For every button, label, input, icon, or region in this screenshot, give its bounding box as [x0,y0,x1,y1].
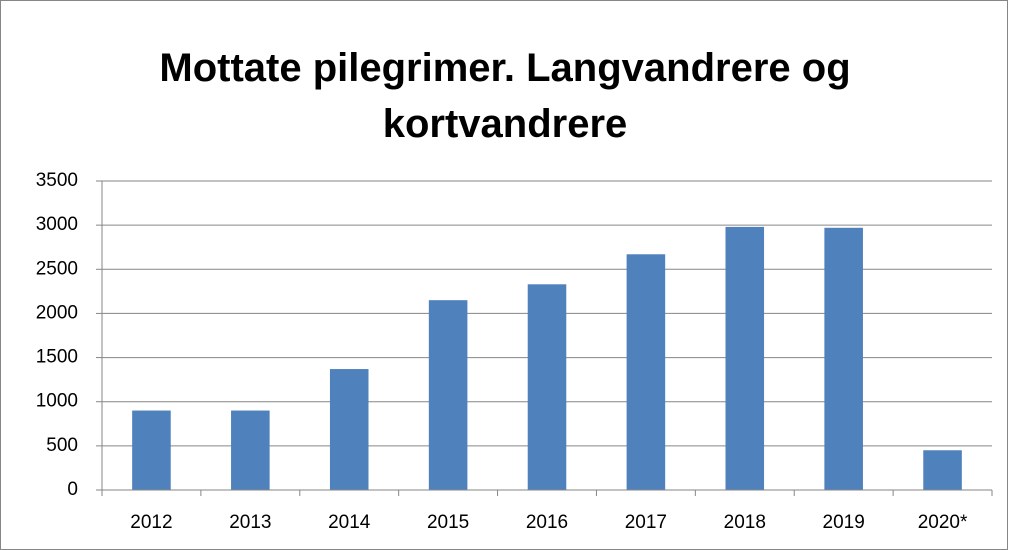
bar [329,369,369,490]
bar [923,450,962,490]
y-tick-label: 2500 [36,258,78,279]
x-tick-label: 2017 [625,512,667,533]
y-tick-label: 3000 [36,214,78,235]
x-tick-label: 2014 [328,512,371,533]
bar [527,284,567,490]
bar [626,254,666,490]
y-tick-label: 3500 [36,170,78,191]
x-tick-label: 2012 [130,512,172,533]
y-tick-label: 0 [67,479,78,500]
bar [428,300,468,490]
bar [132,410,171,490]
chart-title: Mottate pilegrimer. Langvandrere og kort… [159,46,851,146]
bar [824,227,863,490]
bar [231,410,270,490]
y-tick-label: 500 [46,435,78,456]
y-tick-label: 1000 [36,391,78,412]
bar [725,226,765,490]
x-tick-label: 2020* [918,512,968,533]
x-tick-label: 2015 [427,512,469,533]
x-tick-label: 2018 [724,512,766,533]
y-tick-label: 1500 [36,347,78,368]
x-tick-label: 2019 [823,512,865,533]
y-tick-label: 2000 [36,302,78,323]
x-tick-label: 2016 [526,512,568,533]
x-tick-label: 2013 [229,512,271,533]
